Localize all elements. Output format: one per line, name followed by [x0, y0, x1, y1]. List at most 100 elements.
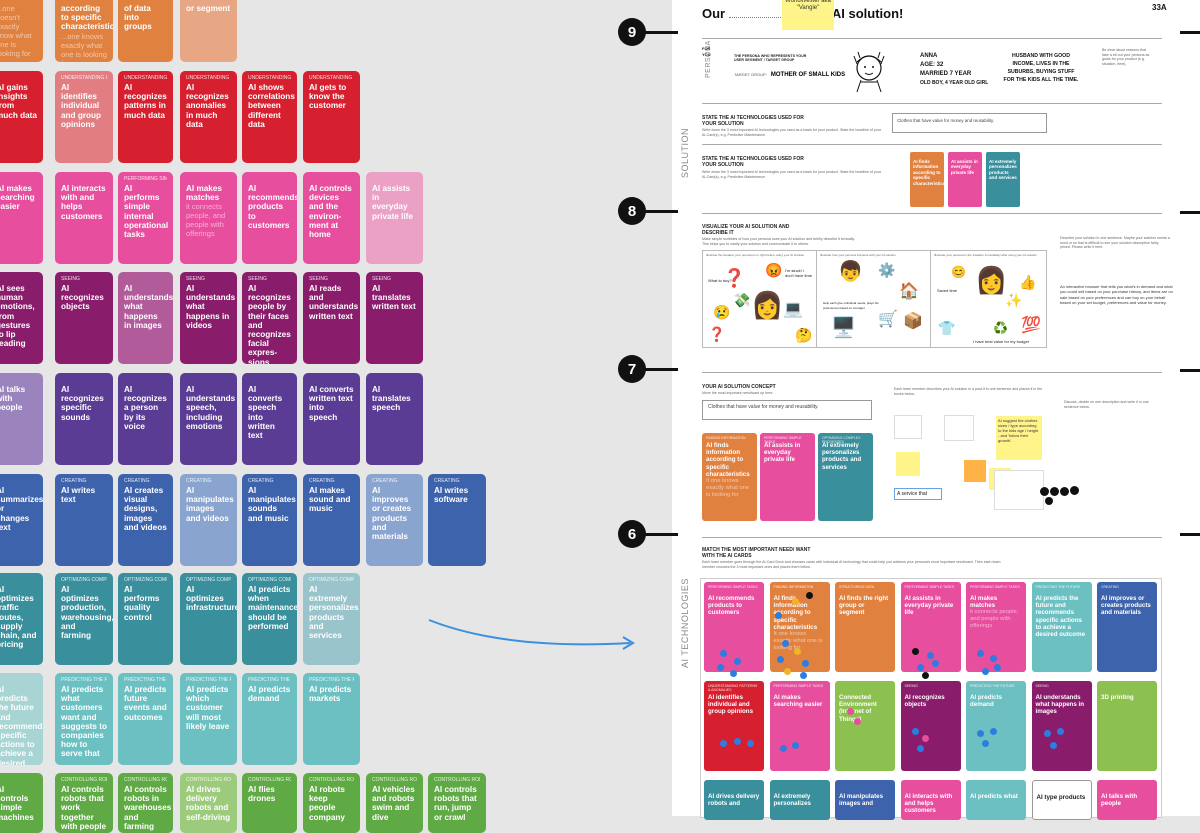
ai-card[interactable]: Creating AI manipulates images and videos: [180, 474, 237, 566]
match-card[interactable]: Predicting the future AI predicts demand: [966, 681, 1026, 771]
vote-dot: [720, 650, 727, 657]
match-card[interactable]: AI extremely personalizes: [769, 780, 830, 820]
post-it[interactable]: [964, 460, 986, 482]
ai-card[interactable]: AI converts speech into written text: [242, 373, 297, 465]
match-card[interactable]: Seeing AI recognizes objects: [900, 681, 961, 771]
ai-card[interactable]: AI assists in everyday private life: [366, 172, 423, 264]
ai-card[interactable]: AI makes matches it connects people, and …: [180, 172, 237, 264]
ai-card[interactable]: Understanding patterns & anomalies AI get…: [303, 71, 360, 163]
ai-card[interactable]: Predicting the future AI predicts markets: [303, 673, 360, 765]
ai-card[interactable]: Creating AI creates visual designs, image…: [118, 474, 173, 566]
concept-card[interactable]: Performing simple tasks AI assists in eve…: [760, 433, 815, 521]
ai-card[interactable]: Seeing AI recognizes people by their face…: [242, 272, 297, 364]
ai-card[interactable]: AI gains insights from much data: [0, 71, 43, 163]
ai-card[interactable]: AI controls devices and the environ- men…: [303, 172, 360, 264]
match-card[interactable]: AI manipulates images and: [835, 780, 895, 820]
ai-card[interactable]: Optimizing complex processes AI extremely…: [303, 573, 360, 665]
name-sticky-note[interactable]: WorldWester aka "Vangie": [782, 0, 834, 30]
tech-card[interactable]: AI extremely personalizes products and s…: [986, 152, 1020, 207]
post-it[interactable]: [894, 415, 922, 439]
ai-card[interactable]: AI recognizes specific sounds: [55, 373, 113, 465]
ai-card[interactable]: AI recommends products to customers: [242, 172, 297, 264]
ai-card[interactable]: of data into groups: [118, 0, 173, 62]
ai-card[interactable]: AI controls simple machines: [0, 773, 43, 833]
tech-card[interactable]: AI assists in everyday private life: [948, 152, 982, 207]
ai-card[interactable]: Predicting the future AI predicts future …: [118, 673, 173, 765]
post-it[interactable]: [896, 452, 920, 476]
ai-card[interactable]: Understanding patterns & anomalies AI ide…: [55, 71, 113, 163]
match-card[interactable]: Creating AI improves or creates products …: [1097, 582, 1157, 672]
ai-card[interactable]: AI recognizes a person by its voice: [118, 373, 173, 465]
ai-card[interactable]: Creating AI writes software: [428, 474, 486, 566]
concept-need-box[interactable]: Clothes that have value for money and re…: [702, 400, 872, 420]
ai-card[interactable]: AI talks with people: [0, 373, 43, 465]
concept-sentence-input[interactable]: A service that: [894, 488, 942, 500]
match-card[interactable]: AI talks with people: [1097, 780, 1157, 820]
match-card[interactable]: Performing simple tasks AI recommends pro…: [704, 582, 764, 672]
match-card[interactable]: Connected Environment (Internet of Thing…: [835, 681, 895, 771]
ai-card[interactable]: Controlling robots & vehicles AI flies dr…: [242, 773, 297, 833]
main-concept-sticky[interactable]: AI suggest the clothes sizes / type acco…: [996, 416, 1042, 460]
ai-card[interactable]: AI optimizes traffic routes, supply chai…: [0, 573, 43, 665]
ai-card[interactable]: AI translates speech: [366, 373, 423, 465]
ai-card[interactable]: AI makes searching easier: [0, 172, 43, 264]
match-card[interactable]: AI drives delivery robots and: [704, 780, 764, 820]
post-it[interactable]: [944, 415, 974, 441]
match-card[interactable]: Seeing AI understands what happens in ima…: [1031, 681, 1092, 771]
ai-card[interactable]: according to specific characteristics...…: [55, 0, 113, 62]
ai-card[interactable]: Controlling robots & vehicles AI controls…: [55, 773, 113, 833]
ai-card[interactable]: Controlling robots & vehicles AI robots k…: [303, 773, 360, 833]
concept-card-title: AI finds information according to specif…: [706, 442, 750, 478]
ai-card[interactable]: ...one doesn't exactly know what one is …: [0, 0, 43, 62]
match-card[interactable]: AI predicts what: [966, 780, 1026, 820]
ai-card[interactable]: AI understands what happens in images: [118, 272, 173, 364]
ai-card[interactable]: Understanding patterns & anomalies AI rec…: [118, 71, 173, 163]
ai-card[interactable]: Controlling robots & vehicles AI controls…: [428, 773, 486, 833]
ai-card[interactable]: AI interacts with and helps customers: [55, 172, 113, 264]
concept-card[interactable]: Finding information AI finds information …: [702, 433, 757, 521]
ai-card[interactable]: or segment: [180, 0, 237, 62]
ai-card[interactable]: Predicting the future AI predicts demand: [242, 673, 297, 765]
ai-card[interactable]: Performing simple tasks AI performs simpl…: [118, 172, 173, 264]
ai-card[interactable]: Optimizing complex processes AI performs …: [118, 573, 173, 665]
ai-card[interactable]: Seeing AI understands what happens in vid…: [180, 272, 237, 364]
ai-card[interactable]: Understanding patterns & anomalies AI rec…: [180, 71, 237, 163]
tech-card[interactable]: AI finds information according to specif…: [910, 152, 944, 207]
match-card[interactable]: Predicting the future AI predicts the fut…: [1031, 582, 1092, 672]
ai-card[interactable]: Creating AI makes sound and music: [303, 474, 360, 566]
match-card[interactable]: 3D printing: [1097, 681, 1157, 771]
ai-card[interactable]: Seeing AI recognizes objects: [55, 272, 113, 364]
match-card[interactable]: Performing simple tasks AI makes searchin…: [769, 681, 830, 771]
ai-card[interactable]: Optimizing complex processes AI optimizes…: [55, 573, 113, 665]
ai-card[interactable]: Optimizing complex processes AI predicts …: [242, 573, 297, 665]
ai-card[interactable]: Controlling robots & vehicles AI vehicles…: [366, 773, 423, 833]
match-card[interactable]: AI interacts with and helps customers: [900, 780, 961, 820]
ai-card[interactable]: Seeing AI reads and understands written t…: [303, 272, 360, 364]
ai-card[interactable]: Controlling robots & vehicles AI drives d…: [180, 773, 237, 833]
ai-card-title: AI predicts when maintenance should be p…: [248, 585, 297, 631]
ai-card[interactable]: Seeing AI translates written text: [366, 272, 423, 364]
ai-card[interactable]: AI sees human emotions, from gestures to…: [0, 272, 43, 364]
storyboard[interactable]: Illustrate the situation your persona is…: [702, 250, 1047, 348]
ai-card[interactable]: Creating AI improves or creates products …: [366, 474, 423, 566]
ai-card[interactable]: AI summarizes or changes text: [0, 474, 43, 566]
ai-card[interactable]: Creating AI manipulates sounds and music: [242, 474, 297, 566]
ai-card[interactable]: AI understands speech, including emotion…: [180, 373, 237, 465]
ai-card[interactable]: AI converts written text into speech: [303, 373, 360, 465]
match-card[interactable]: Structuring data AI finds the right group…: [835, 582, 895, 672]
concept-card[interactable]: Optimizing complex processes AI extremely…: [818, 433, 873, 521]
ai-card[interactable]: Predicting the future AI predicts which c…: [180, 673, 237, 765]
ai-card[interactable]: Predicting the future AI predicts what cu…: [55, 673, 113, 765]
tech-answer-box[interactable]: Clothes that have value for money and re…: [892, 113, 1047, 133]
ai-card[interactable]: AI predicts the future and recommends sp…: [0, 673, 43, 765]
match-card[interactable]: AI type products: [1031, 780, 1092, 820]
match-card[interactable]: Understanding patterns & anomalies AI ide…: [704, 681, 764, 771]
tech-card-title: AI extremely personalizes products and s…: [989, 159, 1017, 181]
ai-card[interactable]: Optimizing complex processes AI optimizes…: [180, 573, 237, 665]
ai-card-title: AI predicts markets: [309, 685, 352, 704]
ai-card[interactable]: Understanding patterns & anomalies AI sho…: [242, 71, 297, 163]
concept-notes-box[interactable]: [994, 470, 1044, 510]
panel-caption-2: Illustrate how your persona interacts wi…: [820, 253, 896, 257]
ai-card[interactable]: Controlling robots & vehicles AI controls…: [118, 773, 173, 833]
ai-card[interactable]: Creating AI writes text: [55, 474, 113, 566]
